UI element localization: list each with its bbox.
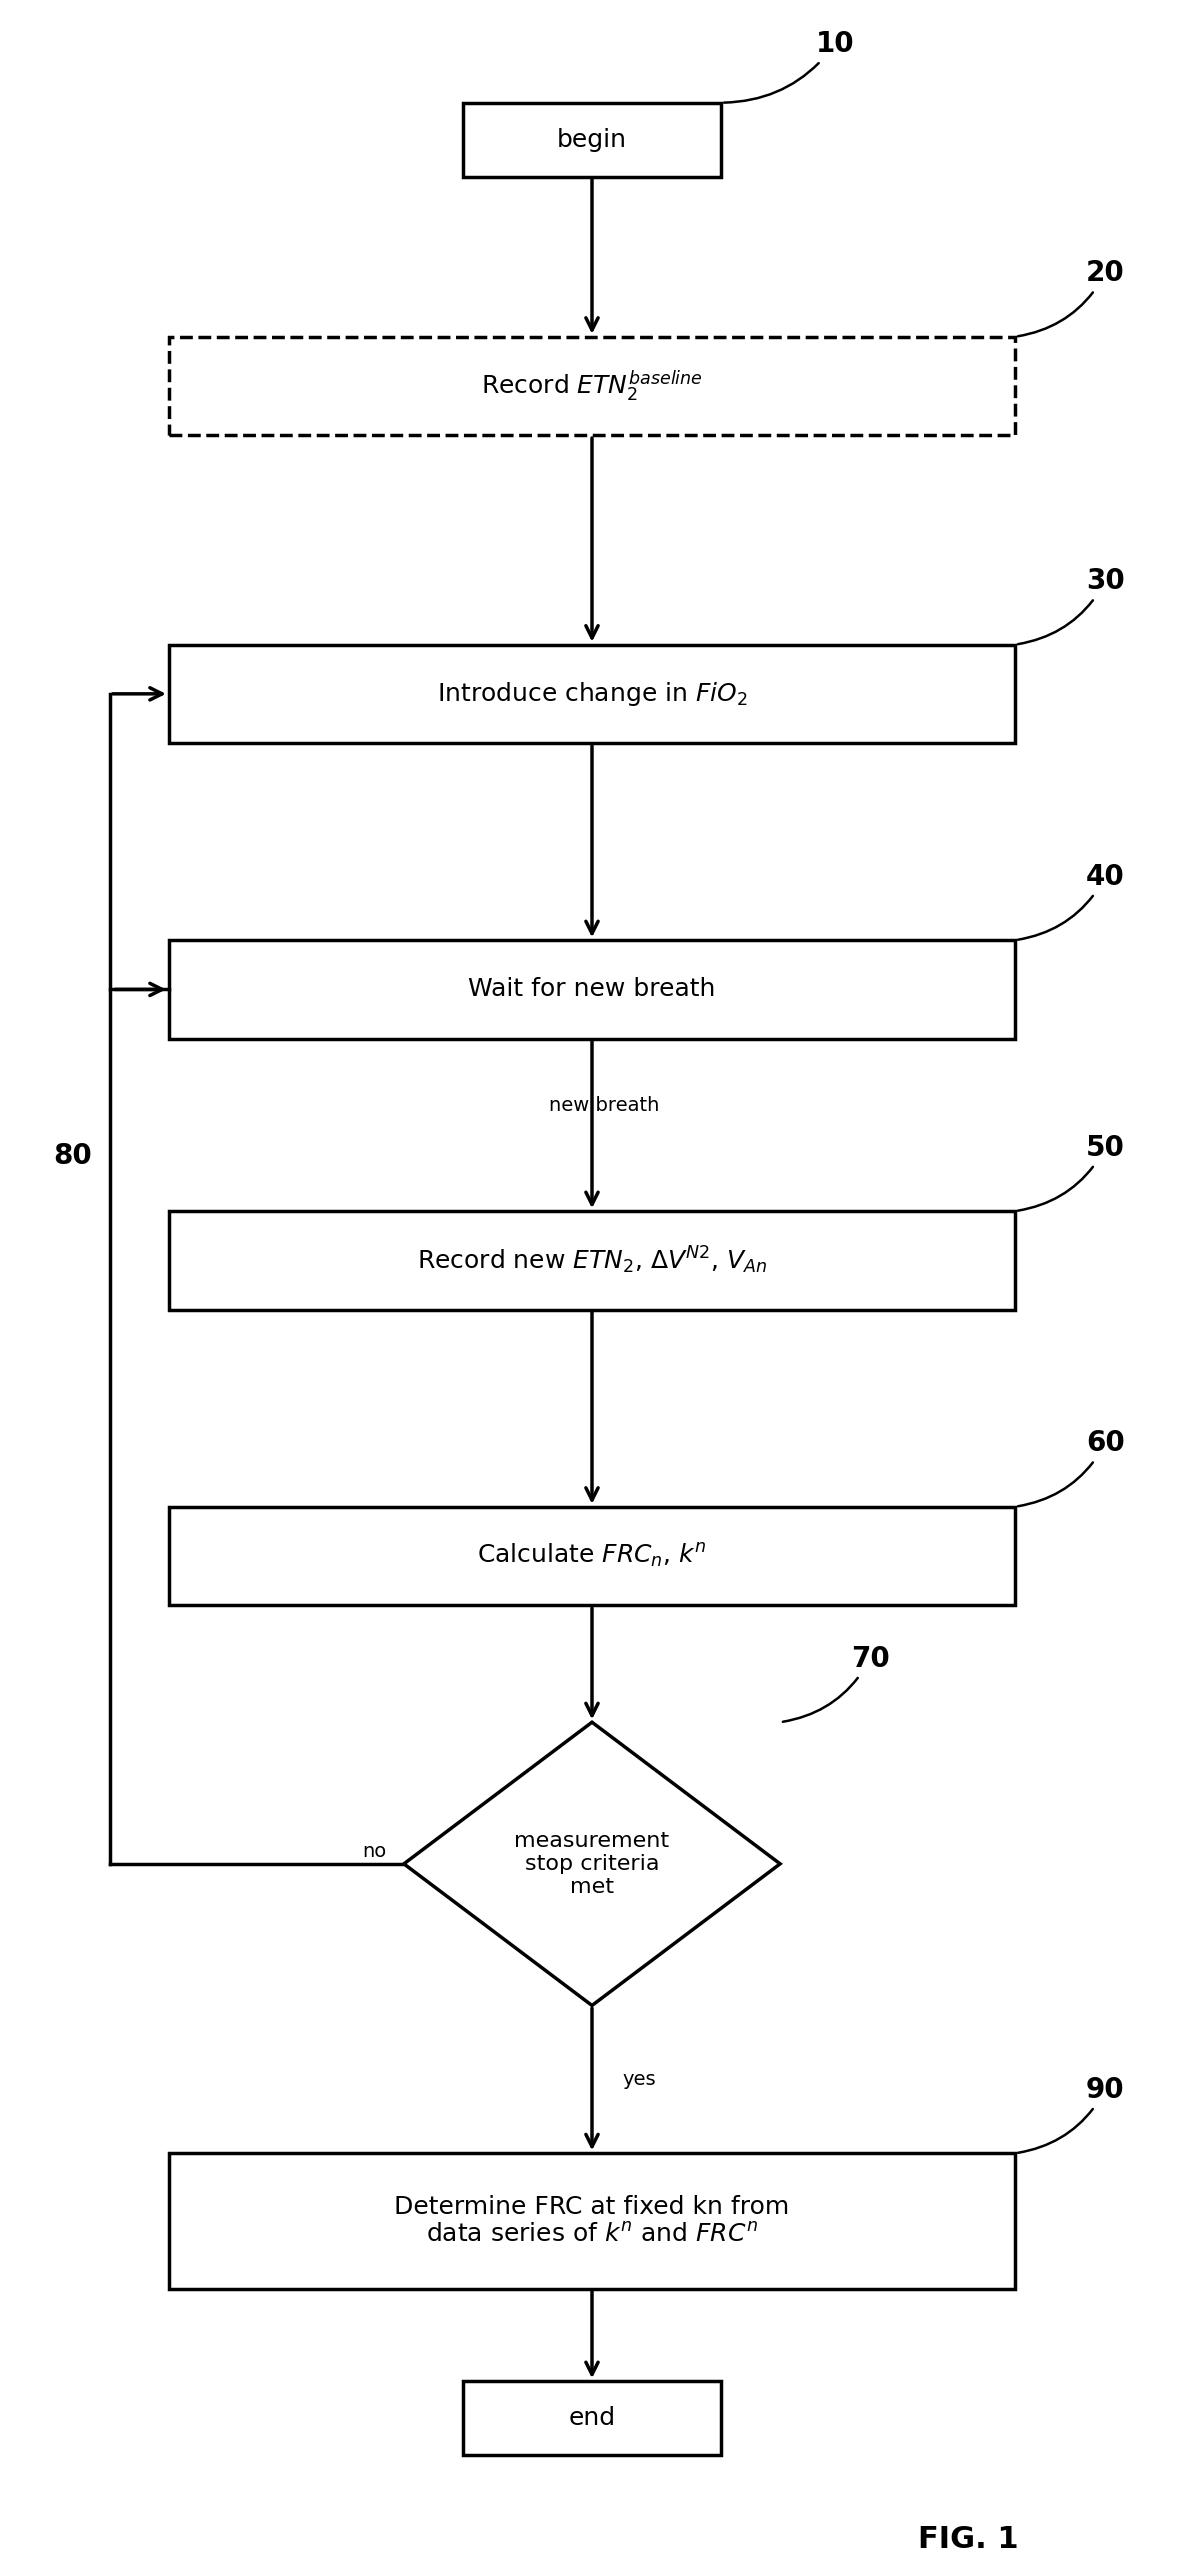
Polygon shape — [404, 1722, 780, 2005]
FancyBboxPatch shape — [169, 1506, 1015, 1606]
Text: end: end — [568, 2406, 616, 2431]
FancyBboxPatch shape — [169, 1210, 1015, 1311]
Text: Record new $\mathit{ETN}_2$, $\Delta V^{N2}$, $V_{An}$: Record new $\mathit{ETN}_2$, $\Delta V^{… — [417, 1244, 767, 1277]
FancyBboxPatch shape — [169, 941, 1015, 1038]
Text: 70: 70 — [783, 1645, 889, 1722]
Text: measurement
stop criteria
met: measurement stop criteria met — [514, 1830, 670, 1897]
Text: Record $\mathit{ETN}_2^{\mathit{baseline}}$: Record $\mathit{ETN}_2^{\mathit{baseline… — [481, 368, 703, 403]
FancyBboxPatch shape — [463, 2380, 721, 2454]
Text: 50: 50 — [1018, 1133, 1125, 1210]
Text: Determine FRC at fixed kn from
data series of $k^n$ and $\mathit{FRC}^n$: Determine FRC at fixed kn from data seri… — [394, 2195, 790, 2246]
Text: Wait for new breath: Wait for new breath — [469, 977, 715, 1002]
Text: 10: 10 — [725, 31, 854, 103]
Text: Calculate $\mathit{FRC}_n$, $k^n$: Calculate $\mathit{FRC}_n$, $k^n$ — [477, 1542, 707, 1570]
Text: yes: yes — [623, 2069, 656, 2089]
FancyBboxPatch shape — [463, 103, 721, 177]
Text: no: no — [362, 1843, 386, 1861]
FancyBboxPatch shape — [169, 2154, 1015, 2290]
Text: FIG. 1: FIG. 1 — [918, 2524, 1018, 2555]
Text: 40: 40 — [1018, 864, 1125, 941]
FancyBboxPatch shape — [169, 645, 1015, 743]
Text: Introduce change in $\mathit{FiO}_2$: Introduce change in $\mathit{FiO}_2$ — [437, 681, 747, 707]
Text: 90: 90 — [1018, 2077, 1125, 2154]
FancyBboxPatch shape — [169, 337, 1015, 434]
Text: 80: 80 — [53, 1141, 92, 1169]
Text: 60: 60 — [1018, 1429, 1125, 1506]
Text: new breath: new breath — [548, 1095, 659, 1115]
Text: 30: 30 — [1018, 568, 1125, 645]
Text: 20: 20 — [1018, 260, 1125, 337]
Text: begin: begin — [556, 128, 628, 152]
